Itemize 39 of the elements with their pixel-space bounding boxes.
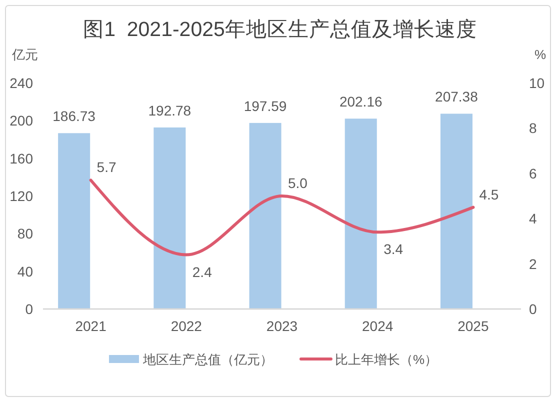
bar [440,114,472,309]
data-label: 5.7 [96,159,116,176]
x-tick-label: 2025 [458,318,489,334]
y-tick-label: 120 [10,188,34,204]
legend-label: 比上年增长（%） [334,352,438,367]
y2-tick-label: 0 [529,301,537,317]
x-tick-label: 2022 [170,318,202,334]
y-tick-label: 240 [10,75,34,91]
data-label: 2.4 [192,264,212,280]
y-tick-label: 160 [10,150,34,166]
y2-axis-title: % [534,47,546,62]
bar [344,118,377,309]
y2-tick-label: 10 [529,75,545,91]
x-tick-label: 2021 [75,318,107,334]
line-series [89,178,475,256]
x-tick-label: 2023 [266,318,298,334]
y-tick-label: 40 [17,263,34,280]
data-label: 202.16 [339,94,382,110]
bar [249,122,282,309]
y2-tick-label: 2 [529,256,537,272]
data-label: 4.5 [479,186,499,202]
x-tick-label: 2024 [362,318,394,334]
y-tick-label: 200 [10,112,34,129]
bar [58,133,90,309]
y2-tick-label: 8 [529,120,537,136]
legend-label: 地区生产总值（亿元） [142,352,273,367]
y2-tick-label: 6 [529,165,537,182]
y-axis-title: 亿元 [11,47,38,62]
data-label: 192.78 [148,102,192,118]
data-label: 197.59 [244,98,287,114]
chart-title: 图1 2021-2025年地区生产总值及增长速度 [83,18,477,41]
data-label: 186.73 [52,108,96,124]
data-label: 5.0 [288,175,308,191]
data-label: 207.38 [435,88,478,105]
data-label: 3.4 [384,241,404,258]
y-tick-label: 80 [17,226,34,242]
y2-tick-label: 4 [529,210,537,227]
y-tick-label: 0 [25,301,34,317]
bar [154,127,186,309]
